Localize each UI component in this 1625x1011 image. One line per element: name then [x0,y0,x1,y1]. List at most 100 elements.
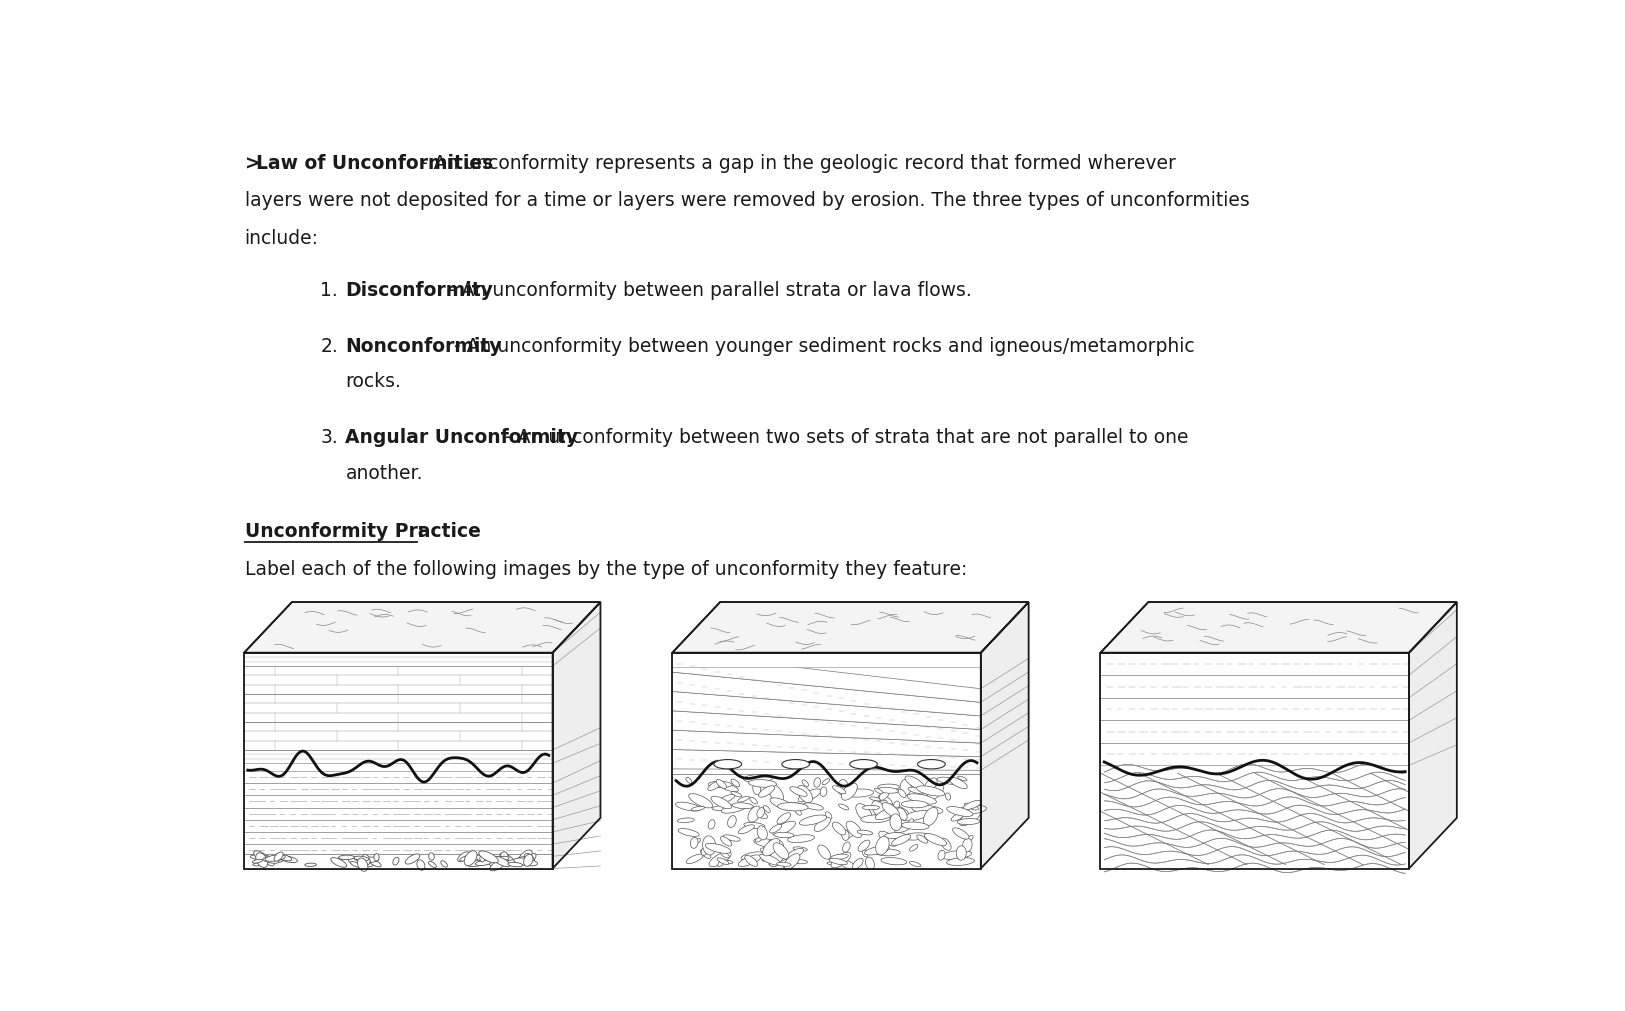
Ellipse shape [941,850,972,859]
Ellipse shape [465,851,478,865]
Ellipse shape [956,806,986,815]
Text: Law of Unconformities: Law of Unconformities [257,154,494,173]
Ellipse shape [702,836,717,855]
Polygon shape [1409,603,1458,868]
Bar [244,750,552,763]
Text: another.: another. [346,463,422,482]
Ellipse shape [263,855,275,866]
Ellipse shape [956,846,967,860]
Ellipse shape [869,797,881,801]
Ellipse shape [947,807,973,817]
Ellipse shape [760,855,777,860]
Ellipse shape [748,806,760,822]
Ellipse shape [759,786,775,798]
Ellipse shape [946,793,951,801]
Ellipse shape [306,863,317,866]
Ellipse shape [902,833,930,840]
Text: include:: include: [245,228,318,248]
Ellipse shape [897,808,907,821]
Ellipse shape [881,844,887,851]
Ellipse shape [332,857,346,867]
Ellipse shape [720,851,730,858]
Text: - An unconformity between parallel strata or lava flows.: - An unconformity between parallel strat… [449,280,972,299]
Bar [1100,769,1409,868]
Ellipse shape [504,860,518,865]
Ellipse shape [494,856,510,866]
Ellipse shape [790,787,808,797]
Ellipse shape [777,862,791,866]
Bar [1100,653,1409,868]
Polygon shape [673,653,982,703]
Ellipse shape [479,855,484,862]
Polygon shape [673,731,982,757]
Ellipse shape [770,825,782,833]
Bar [1100,653,1409,675]
Ellipse shape [731,792,743,797]
Text: Disconformity: Disconformity [346,280,494,299]
Ellipse shape [959,810,982,826]
Ellipse shape [367,861,377,867]
Ellipse shape [827,862,837,864]
Ellipse shape [479,851,499,863]
Bar [244,722,552,750]
Ellipse shape [822,778,830,785]
Ellipse shape [803,803,824,810]
Text: rocks.: rocks. [346,372,401,391]
Ellipse shape [525,853,535,864]
Bar [244,653,552,868]
Polygon shape [673,603,1029,653]
Ellipse shape [878,785,899,790]
Text: - An unconformity between younger sediment rocks and igneous/metamorphic: - An unconformity between younger sedime… [453,337,1194,355]
Ellipse shape [280,856,297,862]
Ellipse shape [925,778,938,793]
Ellipse shape [738,855,760,866]
Ellipse shape [769,859,778,865]
Polygon shape [982,603,1029,868]
Ellipse shape [250,855,266,859]
Ellipse shape [845,826,856,838]
Ellipse shape [712,806,730,811]
Polygon shape [673,672,982,716]
Bar [244,832,552,844]
Ellipse shape [895,826,910,833]
Ellipse shape [708,852,731,866]
Ellipse shape [500,852,509,862]
Ellipse shape [354,856,369,861]
Ellipse shape [876,836,889,855]
Ellipse shape [429,861,437,867]
Ellipse shape [751,808,767,819]
Ellipse shape [254,851,270,863]
Ellipse shape [720,837,731,846]
Ellipse shape [731,779,739,787]
Ellipse shape [902,822,930,830]
Ellipse shape [460,855,473,861]
Ellipse shape [708,782,722,791]
Ellipse shape [686,854,704,863]
Polygon shape [673,692,982,730]
Bar [244,820,552,832]
Ellipse shape [708,820,715,829]
Ellipse shape [429,853,434,860]
Ellipse shape [879,790,889,801]
Ellipse shape [858,791,864,796]
Ellipse shape [523,854,533,866]
Bar [244,666,552,695]
Text: 1.: 1. [320,280,338,299]
Ellipse shape [830,854,848,859]
Ellipse shape [783,856,798,870]
Ellipse shape [881,857,907,865]
Ellipse shape [263,857,279,863]
Ellipse shape [908,819,913,826]
Ellipse shape [884,804,908,816]
Ellipse shape [923,808,938,826]
Bar [244,854,552,868]
Ellipse shape [749,779,777,788]
Bar [244,771,552,784]
Bar [244,653,552,868]
Bar [244,808,552,820]
Ellipse shape [756,836,764,842]
Ellipse shape [731,803,754,809]
Ellipse shape [949,777,967,789]
Ellipse shape [528,853,536,862]
Ellipse shape [723,835,741,841]
